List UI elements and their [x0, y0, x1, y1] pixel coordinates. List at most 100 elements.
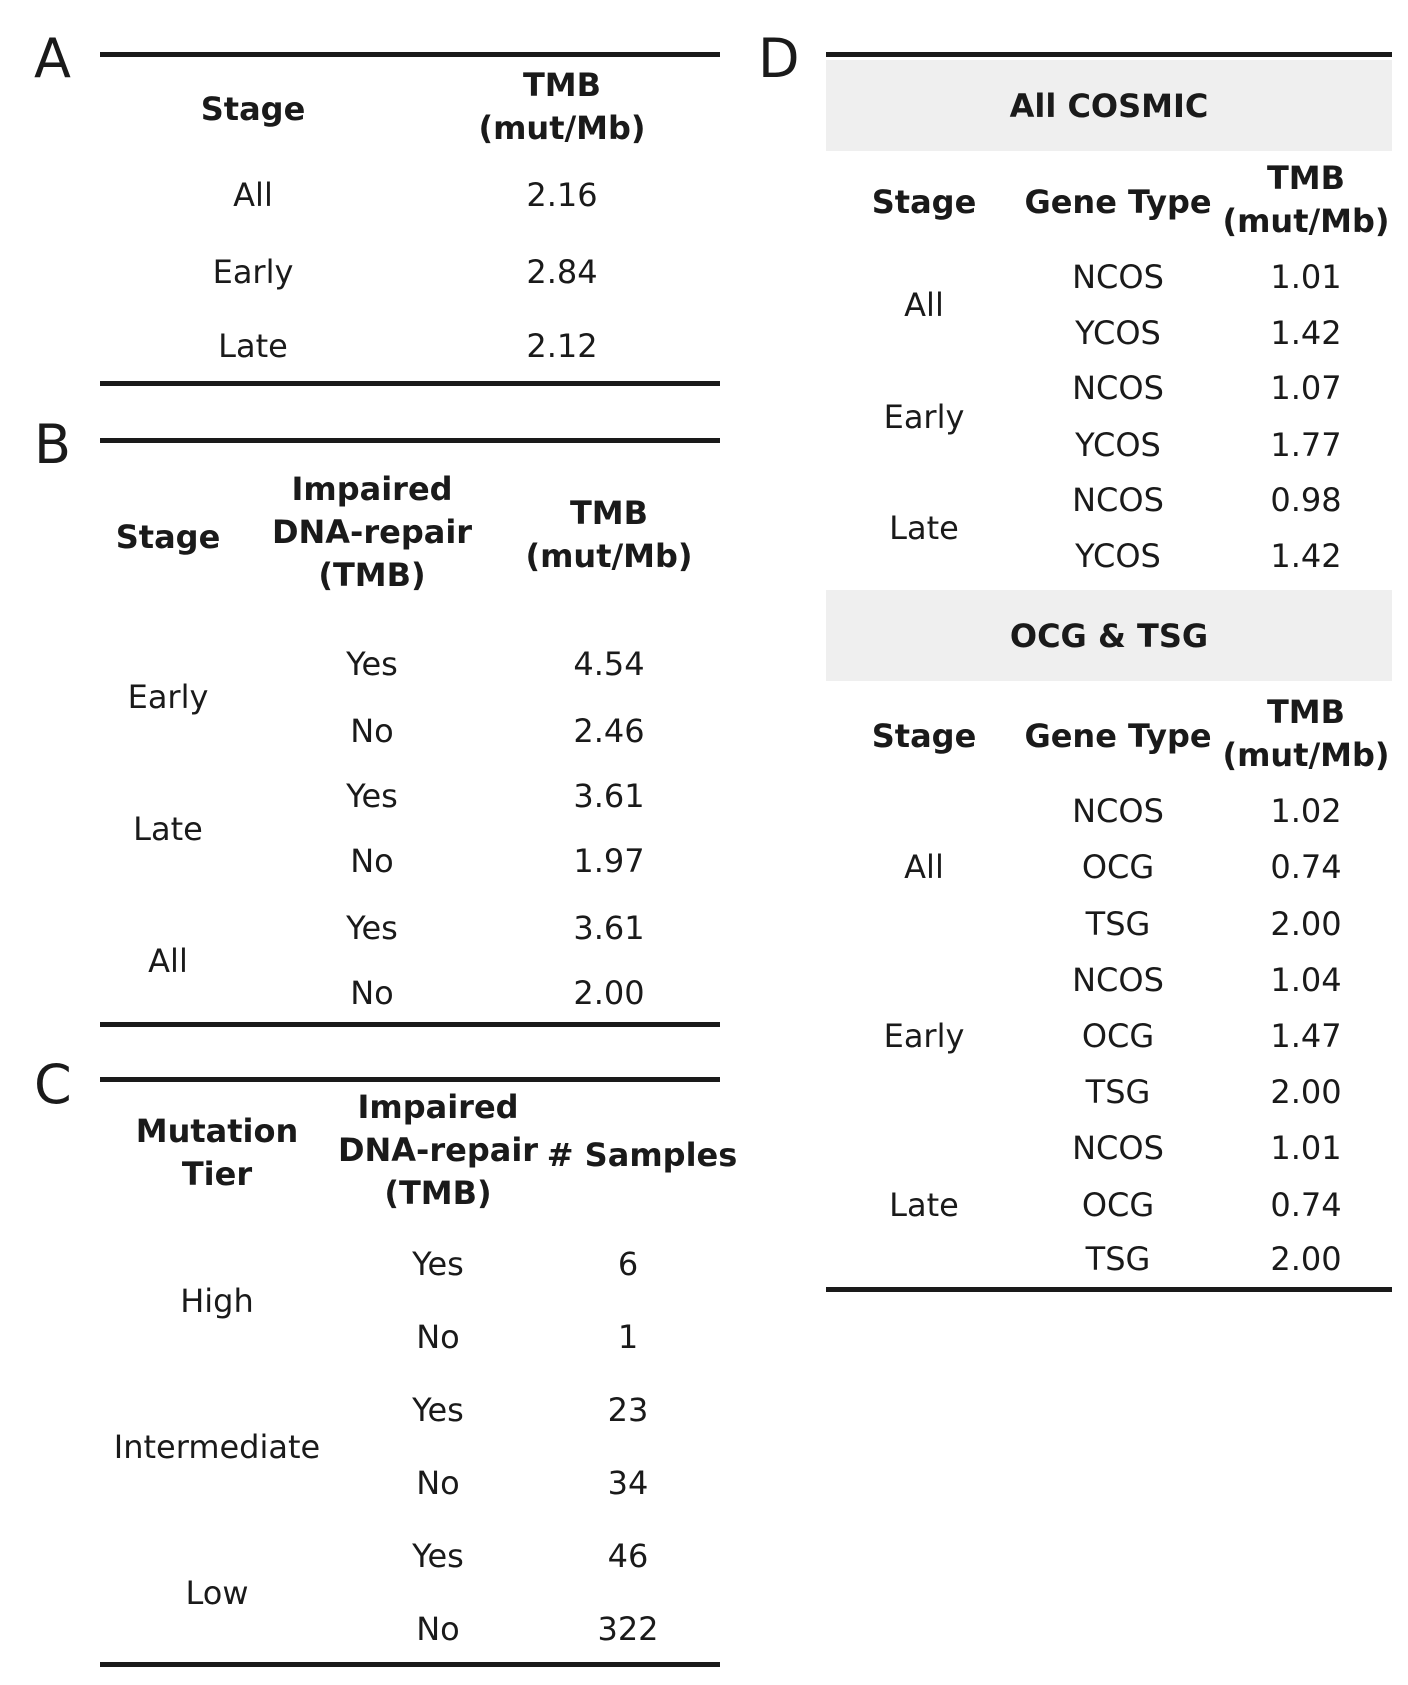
panel-a-top-rule [100, 52, 720, 57]
panel-b-group-stage: Late [133, 810, 203, 848]
panel-b-header-tmb: TMB (mut/Mb) [525, 492, 692, 578]
panel-d-s1-row-tmb: 1.42 [1270, 537, 1342, 575]
panel-c-top-rule [100, 1077, 720, 1082]
panel-c-letter: C [34, 1053, 72, 1116]
panel-c-header-tier: Mutation Tier [136, 1110, 299, 1196]
panel-d-section1-title: All COSMIC [826, 60, 1392, 151]
panel-d-s2-row-tmb: 2.00 [1270, 1240, 1342, 1278]
panel-a-letter: A [34, 27, 71, 90]
panel-a-row-stage: Late [218, 327, 288, 365]
panel-d-s2-row-tmb: 0.74 [1270, 1186, 1342, 1224]
panel-d-s2-group-stage: Late [889, 1186, 959, 1224]
panel-b-row-tmb: 3.61 [573, 909, 645, 947]
panel-c-row-repair: Yes [412, 1537, 464, 1575]
panel-c-row-samples: 46 [607, 1537, 649, 1575]
panel-d-s1-row-gene: YCOS [1075, 537, 1161, 575]
panel-a-header-tmb-line1: TMB [522, 66, 602, 104]
panel-b-header-repair-line3: (TMB) [318, 556, 426, 595]
panel-d-s1-header-stage: Stage [871, 183, 977, 221]
panel-d-top-rule [826, 52, 1392, 57]
panel-d-s2-header-tmb: TMB (mut/Mb) [1222, 691, 1389, 777]
panel-c-row-samples: 1 [617, 1318, 639, 1356]
panel-d-s1-row-tmb: 1.07 [1270, 369, 1342, 407]
panel-c-header-repair-line2: DNA-repair [337, 1131, 539, 1170]
panel-d-s2-row-gene: TSG [1085, 1240, 1151, 1278]
panel-b-row-tmb: 3.61 [573, 777, 645, 815]
panel-d-s1-row-gene: YCOS [1075, 314, 1161, 352]
panel-d-s2-row-tmb: 2.00 [1270, 1073, 1342, 1111]
panel-d-s2-header-tmb-line2: (mut/Mb) [1222, 736, 1390, 775]
panel-c-header-tier-line2: Tier [181, 1155, 253, 1194]
panel-d-letter: D [758, 27, 800, 90]
panel-a-row-stage: Early [212, 253, 294, 291]
panel-b-top-rule [100, 438, 720, 443]
panel-b-bottom-rule [100, 1022, 720, 1027]
panel-c-row-repair: No [416, 1610, 460, 1648]
panel-b-header-repair-line1: Impaired [291, 470, 453, 508]
panel-b-header-repair-line2: DNA-repair [271, 513, 473, 552]
panel-b-row-tmb: 2.00 [573, 974, 645, 1012]
panel-c-row-samples: 322 [597, 1610, 659, 1648]
panel-b-header-tmb-line1: TMB [569, 494, 649, 532]
panel-c-bottom-rule [100, 1662, 720, 1667]
panel-a-row-tmb: 2.16 [526, 176, 598, 214]
panel-b-row-repair: Yes [346, 777, 398, 815]
panel-b-row-repair: Yes [346, 645, 398, 683]
panel-d-s1-group-stage: Early [883, 398, 965, 436]
panel-b-row-repair: Yes [346, 909, 398, 947]
panel-c-row-samples: 23 [607, 1391, 649, 1429]
panel-c-group-tier: Low [185, 1574, 249, 1612]
panel-b-row-tmb: 2.46 [573, 712, 645, 750]
panel-d-s1-group-stage: Late [889, 509, 959, 547]
panel-d-s1-row-tmb: 1.01 [1270, 258, 1342, 296]
panel-c-header-repair-line3: (TMB) [384, 1174, 492, 1213]
panel-d-s2-header-stage: Stage [871, 717, 977, 755]
panel-c-header-repair-line1: Impaired [357, 1088, 519, 1126]
panel-a-header-stage: Stage [200, 90, 306, 128]
panel-c-row-repair: No [416, 1318, 460, 1356]
panel-a-row-stage: All [233, 176, 273, 214]
panel-b-header-stage: Stage [115, 518, 221, 556]
panel-d-s2-group-stage: All [904, 848, 944, 886]
panel-d-s2-header-gene-type: Gene Type [1024, 717, 1212, 755]
panel-b-letter: B [34, 413, 72, 476]
panel-d-s1-header-tmb: TMB (mut/Mb) [1222, 157, 1389, 243]
panel-d-s2-group-stage: Early [883, 1017, 965, 1055]
panel-d-s2-row-gene: OCG [1081, 1017, 1155, 1055]
panel-d-s1-row-tmb: 1.42 [1270, 314, 1342, 352]
panel-b-row-tmb: 4.54 [573, 645, 645, 683]
panel-d-s2-row-gene: TSG [1085, 905, 1151, 943]
panel-c-header-tier-line1: Mutation [135, 1112, 299, 1150]
panel-d-s2-row-tmb: 1.02 [1270, 792, 1342, 830]
panel-d-s1-row-tmb: 1.77 [1270, 426, 1342, 464]
panel-c-row-repair: No [416, 1464, 460, 1502]
panel-d-s2-row-gene: NCOS [1072, 1129, 1164, 1167]
panel-b-header-repair: Impaired DNA-repair (TMB) [272, 468, 472, 598]
panel-d-s1-header-tmb-line1: TMB [1266, 159, 1346, 197]
panel-d-s2-row-tmb: 1.01 [1270, 1129, 1342, 1167]
panel-b-row-tmb: 1.97 [573, 842, 645, 880]
panel-a-row-tmb: 2.12 [526, 327, 598, 365]
panel-b-row-repair: No [350, 842, 394, 880]
panel-d-s2-row-gene: TSG [1085, 1073, 1151, 1111]
panel-a-header-tmb-line2: (mut/Mb) [478, 109, 646, 148]
panel-c-group-tier: Intermediate [113, 1428, 321, 1466]
panel-b-group-stage: Early [127, 678, 209, 716]
panel-d-s1-group-stage: All [904, 286, 944, 324]
panel-d-s1-row-gene: NCOS [1072, 481, 1164, 519]
panel-c-row-repair: Yes [412, 1245, 464, 1283]
panel-d-s1-row-gene: YCOS [1075, 426, 1161, 464]
panel-c-header-repair: Impaired DNA-repair (TMB) [338, 1086, 538, 1216]
panel-d-s2-row-gene: OCG [1081, 1186, 1155, 1224]
panel-d-section2-title: OCG & TSG [826, 590, 1392, 681]
panel-b-row-repair: No [350, 974, 394, 1012]
panel-d-s1-header-tmb-line2: (mut/Mb) [1222, 202, 1390, 241]
panel-a-header-tmb: TMB (mut/Mb) [478, 64, 645, 150]
panel-c-row-samples: 6 [617, 1245, 639, 1283]
panel-d-s1-header-gene-type: Gene Type [1024, 183, 1212, 221]
panel-d-s1-row-tmb: 0.98 [1270, 481, 1342, 519]
panel-a-row-tmb: 2.84 [526, 253, 598, 291]
panel-c-group-tier: High [180, 1282, 254, 1320]
panel-d-s2-row-tmb: 2.00 [1270, 905, 1342, 943]
panel-d-s2-header-tmb-line1: TMB [1266, 693, 1346, 731]
